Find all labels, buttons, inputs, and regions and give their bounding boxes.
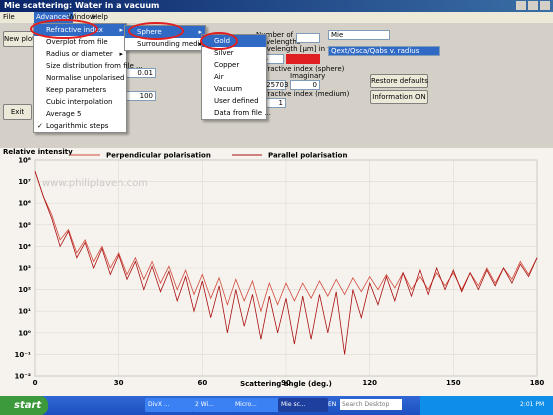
x-tick-label: 60: [197, 379, 207, 387]
button[interactable]: Information ON: [370, 90, 428, 104]
label: Refractive index (sphere): [256, 65, 345, 73]
y-tick-label: 10⁴: [18, 243, 31, 251]
dropdown[interactable]: Mie: [328, 30, 390, 40]
y-tick-label: 10¹: [18, 308, 31, 316]
series-line: [34, 171, 538, 313]
y-tick-label: 10³: [18, 265, 31, 273]
close[interactable]: [540, 1, 550, 10]
label: Imaginary: [290, 72, 326, 80]
annotation-oval: [200, 32, 238, 50]
title-bar: Mie scattering: Water in a vacuum: [0, 0, 553, 12]
submenu-arrow: ▸: [198, 28, 202, 36]
y-tick-label: 10⁵: [18, 221, 31, 229]
annotation-oval: [30, 19, 98, 39]
taskbar: start DivX ... 2 Wi... Micro... Mie sc..…: [0, 396, 553, 415]
y-tick-label: 10⁻²: [14, 373, 31, 381]
window-title: Mie scattering: Water in a vacuum: [4, 1, 160, 10]
y-tick-label: 10⁶: [18, 200, 31, 208]
menu-item[interactable]: Window: [68, 13, 96, 21]
legend-label: Parallel polarisation: [268, 152, 347, 160]
menu-item[interactable]: File: [3, 13, 15, 21]
y-tick-label: 10⁰: [18, 329, 31, 337]
menu-item[interactable]: Overplot from file: [46, 38, 108, 46]
menu-item[interactable]: Size distribution from file ...: [46, 62, 143, 70]
x-tick-label: 0: [33, 379, 38, 387]
watermark: www.philiplaven.com: [42, 178, 148, 189]
menu-item[interactable]: Copper: [214, 61, 240, 69]
menu-item[interactable]: Vacuum: [214, 85, 243, 93]
y-tick-label: 10⁸: [18, 157, 31, 165]
task-button[interactable]: DivX ...: [145, 398, 193, 412]
menu-item[interactable]: Keep parameters: [46, 86, 107, 94]
submenu-arrow: ▸: [119, 26, 123, 34]
menu-item[interactable]: Normalise unpolarised: [46, 74, 125, 82]
menu-item[interactable]: Average 5: [46, 110, 82, 118]
y-axis-label: Relative intensity: [3, 148, 73, 156]
menu-item[interactable]: Radius or diameter ▸: [46, 50, 123, 58]
menu-item[interactable]: Logarithmic steps ✓: [37, 122, 109, 130]
dropdown[interactable]: [296, 33, 320, 43]
x-tick-label: 120: [362, 379, 377, 387]
x-tick-label: 90: [281, 379, 291, 387]
submenu-arrow: ▸: [119, 50, 123, 58]
menu-item[interactable]: Advanced: [34, 12, 73, 23]
task-button[interactable]: Mie sc...: [278, 398, 328, 412]
y-tick-label: 10²: [18, 286, 31, 294]
search-box[interactable]: Search Desktop: [340, 399, 402, 410]
button[interactable]: Restore defaults: [370, 74, 428, 88]
minimize[interactable]: [516, 1, 526, 10]
advanced-menu: Refractive index ▸ Overplot from file Radiu…: [33, 23, 143, 133]
menu-bar: File Advanced Window Help: [0, 12, 553, 23]
x-tick-label: 180: [530, 379, 545, 387]
label: Refractive index (medium): [256, 90, 350, 98]
tray: [420, 396, 553, 415]
language[interactable]: EN: [328, 401, 337, 408]
chart: Relative intensity www.philiplaven.com S…: [0, 148, 553, 396]
x-axis-label: Scattering angle (deg.): [240, 380, 332, 388]
button[interactable]: Exit: [3, 104, 32, 120]
button[interactable]: New plot: [3, 31, 35, 47]
menu-item[interactable]: Cubic interpolation: [46, 98, 113, 106]
y-tick-label: 10⁷: [18, 178, 31, 186]
start-button[interactable]: start: [0, 396, 48, 415]
task-button[interactable]: 2 Wi...: [192, 398, 234, 412]
menu-item[interactable]: Surrounding medium▸: [137, 40, 211, 48]
menu-item[interactable]: Data from file ...: [214, 109, 272, 117]
y-tick-label: 10⁻¹: [14, 351, 31, 359]
label: Number of wavelengths: [256, 31, 301, 46]
color-box: [286, 54, 320, 64]
text-field[interactable]: 0: [290, 80, 320, 90]
x-tick-label: 150: [446, 379, 461, 387]
menu-item[interactable]: Air: [214, 73, 224, 81]
x-tick-label: 30: [114, 379, 124, 387]
series-line: [34, 171, 538, 355]
clock: 2:01 PM: [520, 401, 545, 408]
dropdown[interactable]: Qext/Qsca/Qabs v. radius: [328, 46, 440, 56]
annotation-oval: [128, 22, 184, 40]
maximize[interactable]: [528, 1, 538, 10]
menu-item[interactable]: Help: [92, 13, 108, 21]
legend-label: Perpendicular polarisation: [106, 152, 211, 160]
label: Wavelength [µm] in vacuo: [256, 45, 349, 53]
menu-item[interactable]: Silver: [214, 49, 234, 57]
menu-item[interactable]: User defined: [214, 97, 259, 105]
check-mark: ✓: [37, 122, 43, 130]
task-button[interactable]: Micro...: [232, 398, 280, 412]
